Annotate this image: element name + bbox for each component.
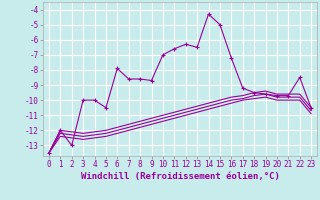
X-axis label: Windchill (Refroidissement éolien,°C): Windchill (Refroidissement éolien,°C) [81, 172, 279, 181]
